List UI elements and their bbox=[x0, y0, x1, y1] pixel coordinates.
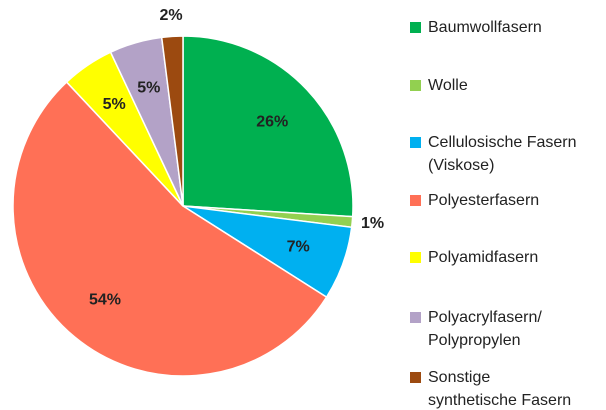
legend-swatch bbox=[410, 80, 421, 91]
legend-label: Baumwollfasern bbox=[428, 19, 542, 36]
legend-swatch bbox=[410, 312, 421, 323]
data-label: 54% bbox=[89, 292, 121, 309]
data-label: 26% bbox=[256, 113, 288, 130]
legend-swatch bbox=[410, 372, 421, 383]
data-label: 2% bbox=[159, 7, 182, 24]
data-label: 7% bbox=[287, 239, 310, 256]
legend-label: Sonstige synthetische Fasern bbox=[428, 369, 572, 409]
legend-swatch bbox=[410, 195, 421, 206]
legend-label: Cellulosische Fasern (Viskose) bbox=[428, 134, 577, 174]
legend-label: Polyacrylfasern/ Polypropylen bbox=[428, 309, 542, 349]
legend-swatch bbox=[410, 137, 421, 148]
legend-label: Wolle bbox=[428, 77, 468, 94]
pie-slice bbox=[160, 35, 184, 207]
pie-slice bbox=[182, 35, 354, 218]
legend-label: Polyesterfasern bbox=[428, 192, 540, 209]
legend-swatch bbox=[410, 22, 421, 33]
data-label: 1% bbox=[361, 215, 384, 232]
data-label: 5% bbox=[137, 80, 160, 97]
pie-slice bbox=[12, 81, 328, 377]
legend-swatch bbox=[410, 252, 421, 263]
data-label: 5% bbox=[103, 96, 126, 113]
legend-label: Polyamidfasern bbox=[428, 249, 539, 266]
